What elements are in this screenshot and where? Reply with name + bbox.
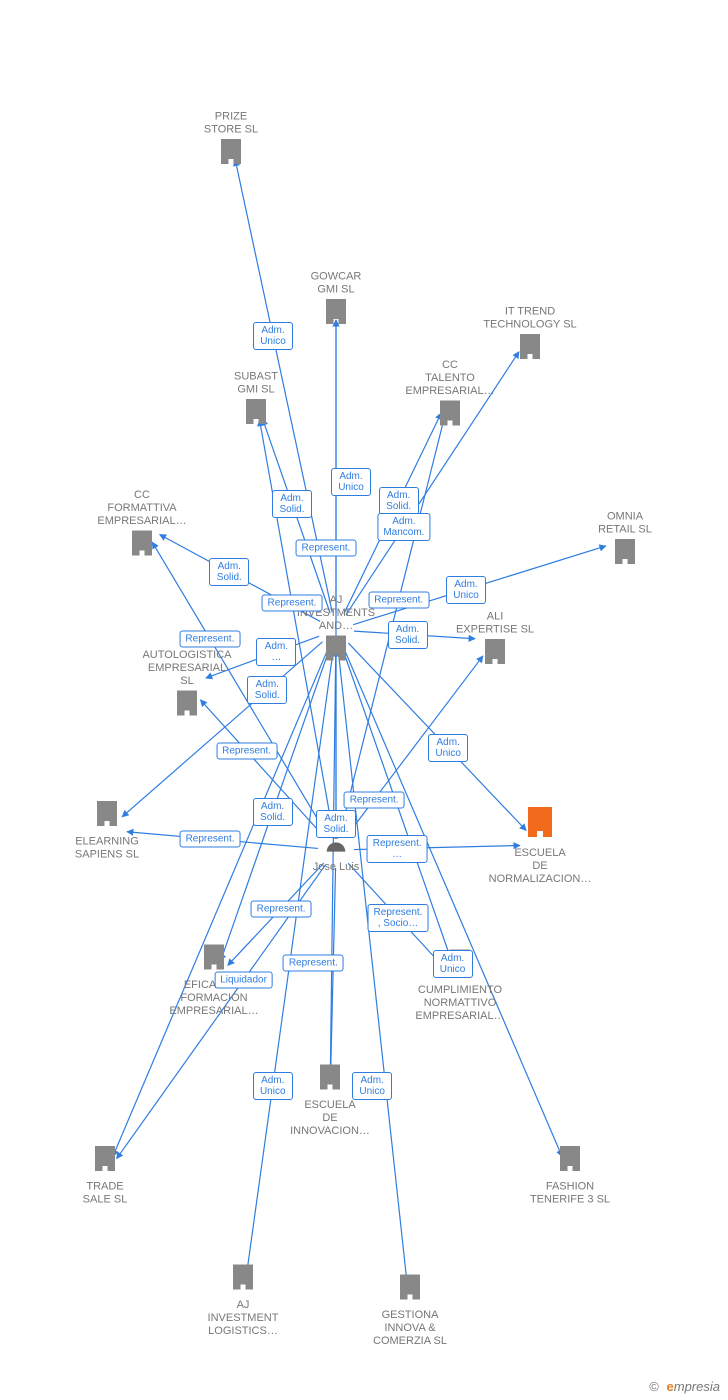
node-label: AJ INVESTMENT LOGISTICS… (183, 1299, 303, 1338)
node-label: GOWCAR GMI SL (276, 271, 396, 297)
edge-label: Represent. (262, 594, 323, 611)
edges-layer (0, 0, 728, 1400)
node-label: FASHION TENERIFE 3 SL (510, 1181, 630, 1207)
building-icon (315, 1062, 345, 1092)
building-icon (228, 1262, 258, 1292)
edge-label: Adm. Unico (253, 1072, 293, 1100)
building-icon (480, 637, 510, 667)
node-label: PRIZE STORE SL (171, 111, 291, 137)
building-icon (92, 799, 122, 829)
node-label: SUBAST GMI SL (196, 371, 316, 397)
node-label: CC TALENTO EMPRESARIAL… (390, 359, 510, 398)
node-omnia: OMNIA RETAIL SL (565, 509, 685, 572)
node-label: ESCUELA DE NORMALIZACION… (480, 847, 600, 886)
edge (122, 642, 322, 817)
building-icon (395, 1272, 425, 1302)
node-escuela_norm: ESCUELA DE NORMALIZACION… (480, 804, 600, 886)
node-gestiona: GESTIONA INNOVA & COMERZIA SL (350, 1272, 470, 1348)
node-label: CUMPLIMIENTO NORMATTIVO EMPRESARIAL… (400, 984, 520, 1023)
node-trade: TRADE SALE SL (45, 1144, 165, 1207)
node-label: ALI EXPERTISE SL (435, 611, 555, 637)
node-gowcar: GOWCAR GMI SL (276, 269, 396, 332)
node-label: CC FORMATTIVA EMPRESARIAL… (82, 489, 202, 528)
node-ccformattiva: CC FORMATTIVA EMPRESARIAL… (82, 487, 202, 563)
edge-label: Adm. Solid. (388, 621, 428, 649)
building-icon (216, 137, 246, 167)
building-icon (321, 297, 351, 327)
edge-label: Adm. Unico (253, 322, 293, 350)
edge-label: Adm. Unico (428, 734, 468, 762)
edge-label: Represent. (179, 630, 240, 647)
edge-label: Represent. , Socio… (368, 904, 429, 932)
node-label: IT TREND TECHNOLOGY SL (470, 306, 590, 332)
edge-label: Adm. Unico (352, 1072, 392, 1100)
edge-label: Adm. Mancom. (377, 513, 430, 541)
building-icon (199, 942, 229, 972)
edge (260, 420, 333, 833)
edge-label: Adm. Solid. (209, 558, 249, 586)
edge-label: Adm. Solid. (316, 810, 356, 838)
building-icon (610, 537, 640, 567)
node-aj_logistics: AJ INVESTMENT LOGISTICS… (183, 1262, 303, 1338)
brand-e: e (667, 1379, 674, 1394)
edge-label: Represent. (180, 831, 241, 848)
node-label: TRADE SALE SL (45, 1181, 165, 1207)
edge (346, 352, 519, 615)
edge-label: Adm. Solid. (247, 676, 287, 704)
building-icon (321, 633, 351, 663)
edge-label: Represent. (216, 743, 277, 760)
node-label: ESCUELA DE INNOVACION… (270, 1099, 390, 1138)
copyright-symbol: © (649, 1379, 659, 1394)
building-icon (522, 804, 558, 840)
edge-label: Represent. (344, 791, 405, 808)
node-cctalento: CC TALENTO EMPRESARIAL… (390, 357, 510, 433)
building-icon (515, 332, 545, 362)
building-icon (172, 688, 202, 718)
edge-label: Adm. Solid. (253, 798, 293, 826)
node-subast: SUBAST GMI SL (196, 369, 316, 432)
brand-rest: mpresia (674, 1379, 720, 1394)
watermark: © empresia (649, 1379, 720, 1394)
edge-label: Represent. (368, 591, 429, 608)
edge (330, 868, 335, 1080)
edge-label: Adm. Solid. (272, 490, 312, 518)
edge-label: Represent. (296, 539, 357, 556)
edge-label: Adm. … (256, 638, 296, 666)
node-label: OMNIA RETAIL SL (565, 511, 685, 537)
node-elearning: ELEARNING SAPIENS SL (47, 799, 167, 862)
edge-label: Adm. Unico (446, 576, 486, 604)
building-icon (241, 397, 271, 427)
edge-label: Represent. … (367, 835, 428, 863)
node-fashion: FASHION TENERIFE 3 SL (510, 1144, 630, 1207)
network-diagram: Jose LuisAJ INVESTMENTS AND… PRIZE STORE… (0, 0, 728, 1400)
building-icon (127, 528, 157, 558)
edge-label: Represent. (251, 900, 312, 917)
node-label: GESTIONA INNOVA & COMERZIA SL (350, 1309, 470, 1348)
edge-label: Adm. Unico (433, 950, 473, 978)
building-icon (90, 1144, 120, 1174)
node-aliexp: ALI EXPERTISE SL (435, 609, 555, 672)
node-autolog: AUTOLOGISTICA EMPRESARIAL SL (127, 647, 247, 723)
edge-label: Liquidador (214, 972, 273, 989)
node-prize: PRIZE STORE SL (171, 109, 291, 172)
edge (330, 648, 336, 1080)
node-label: ELEARNING SAPIENS SL (47, 836, 167, 862)
edge-label: Adm. Unico (331, 468, 371, 496)
node-label: AUTOLOGISTICA EMPRESARIAL SL (127, 649, 247, 688)
building-icon (555, 1144, 585, 1174)
edge-label: Adm. Solid. (379, 487, 419, 515)
edge (338, 648, 408, 1290)
node-label: Jose Luis (276, 861, 396, 874)
edge-label: Represent. (283, 954, 344, 971)
building-icon (435, 398, 465, 428)
node-ittrend: IT TREND TECHNOLOGY SL (470, 304, 590, 367)
